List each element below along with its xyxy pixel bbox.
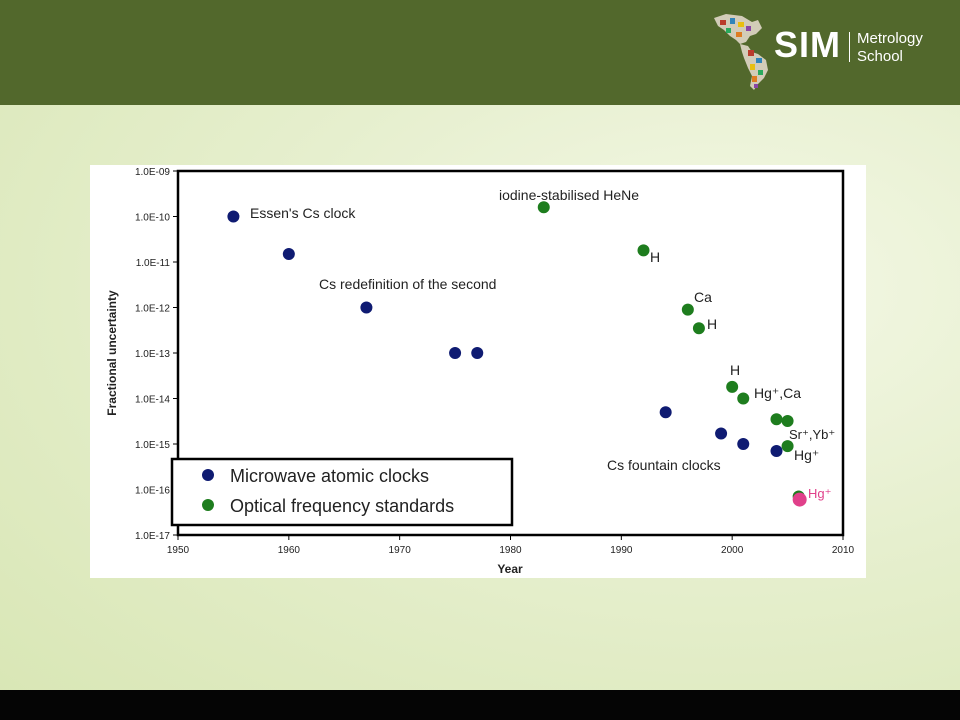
annotation-sr-yb: Sr⁺,Yb⁺	[789, 427, 835, 442]
microwave-point	[659, 406, 672, 419]
y-tick-label: 1.0E-15	[135, 440, 170, 451]
y-axis-label: Fractional uncertainty	[105, 290, 119, 416]
logo-acronym: SIM	[774, 24, 842, 65]
microwave-point	[471, 347, 484, 359]
legend-label-microwave: Microwave atomic clocks	[230, 466, 429, 486]
highlight-point	[792, 492, 807, 507]
optical-point	[681, 303, 694, 316]
x-tick-label: 1980	[499, 545, 522, 556]
x-tick-label: 2000	[721, 545, 744, 556]
x-tick-label: 1990	[610, 545, 633, 556]
annotation-cs-redefinition: Cs redefinition of the second	[319, 276, 496, 292]
y-tick-label: 1.0E-11	[136, 258, 171, 269]
annotation-essen: Essen's Cs clock	[250, 205, 356, 221]
microwave-point	[737, 438, 750, 450]
footer-band	[0, 690, 960, 720]
microwave-point	[449, 347, 462, 359]
y-tick-label: 1.0E-16	[135, 486, 170, 497]
x-axis-label: Year	[497, 562, 523, 576]
annotation-h-1997: H	[707, 316, 717, 332]
annotation-iodine-hene: iodine-stabilised HeNe	[499, 187, 639, 203]
annotation-hg-2006: Hg⁺	[808, 486, 831, 501]
microwave-point	[715, 427, 728, 440]
optical-point	[537, 201, 550, 214]
microwave-point	[360, 301, 373, 314]
optical-point	[637, 244, 650, 257]
x-tick-label: 1960	[278, 545, 301, 556]
y-tick-label: 1.0E-10	[135, 213, 170, 224]
x-tick-label: 1950	[167, 545, 190, 556]
y-tick-label: 1.0E-13	[135, 349, 170, 360]
annotation-hg-ca: Hg⁺,Ca	[754, 385, 801, 401]
optical-point	[770, 413, 783, 426]
sim-logo-map-icon	[714, 14, 768, 90]
y-tick-label: 1.0E-12	[135, 304, 170, 315]
annotation-h-1992: H	[650, 249, 660, 265]
optical-point	[781, 440, 794, 453]
logo-line2: School	[857, 48, 903, 65]
chart-panel: 1.0E-09 1.0E-10 1.0E-11 1.0E-12 1.0E-13 1.0E-…	[90, 165, 866, 578]
logo-line1: Metrology	[857, 30, 923, 47]
optical-point	[692, 322, 705, 335]
annotation-hg-2005: Hg⁺	[794, 447, 819, 463]
annotation-h-2000: H	[730, 362, 740, 378]
logo-divider	[849, 32, 850, 62]
y-tick-label: 1.0E-09	[135, 167, 170, 178]
uncertainty-chart: 1.0E-09 1.0E-10 1.0E-11 1.0E-12 1.0E-13 1.0E-…	[105, 167, 855, 576]
y-tick-label: 1.0E-14	[135, 395, 170, 406]
x-tick-label: 2010	[832, 545, 855, 556]
annotation-cs-fountain: Cs fountain clocks	[607, 457, 721, 473]
microwave-point	[227, 210, 240, 223]
legend-marker-optical	[202, 499, 214, 511]
chart-legend: Microwave atomic clocks Optical frequenc…	[170, 457, 514, 527]
microwave-point	[282, 247, 295, 260]
header-band	[0, 0, 960, 105]
optical-point	[737, 392, 750, 405]
microwave-point	[770, 445, 783, 458]
legend-label-optical: Optical frequency standards	[230, 496, 454, 516]
optical-point	[781, 415, 794, 428]
legend-marker-microwave	[202, 469, 214, 481]
optical-point	[726, 380, 739, 393]
x-tick-label: 1970	[389, 545, 412, 556]
annotation-ca-1996: Ca	[694, 289, 712, 305]
y-tick-label: 1.0E-17	[135, 531, 170, 542]
